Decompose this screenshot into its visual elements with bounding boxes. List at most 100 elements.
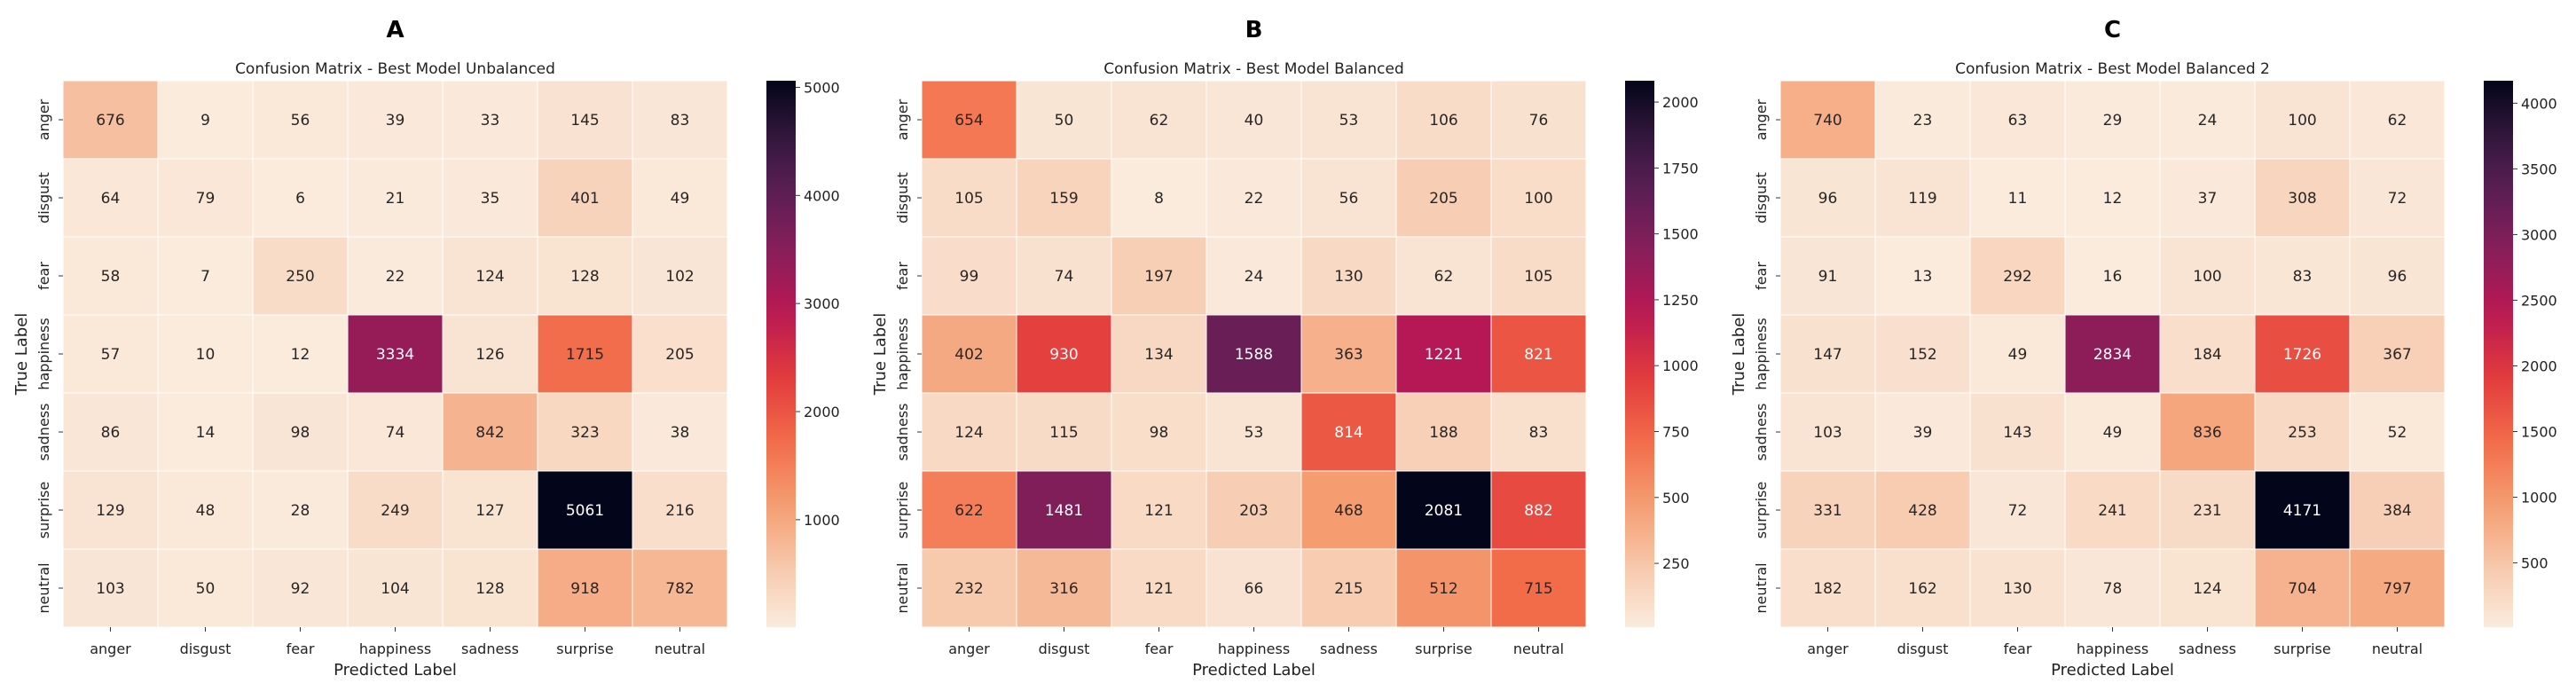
cell-value-label: 62 — [1434, 268, 1454, 286]
cell-value-label: 4171 — [2283, 502, 2321, 520]
colorbar-tick-label: 5000 — [804, 79, 840, 96]
colorbar-tick-label: 500 — [2521, 555, 2549, 572]
cell-value-label: 11 — [2008, 190, 2028, 208]
heatmap-cell — [252, 158, 349, 238]
heatmap-cell — [2254, 314, 2351, 394]
cell-value-label: 22 — [386, 268, 405, 286]
cell-value-label: 9 — [200, 112, 210, 130]
cell-value-label: 836 — [2193, 424, 2221, 442]
cell-value-label: 205 — [665, 346, 694, 364]
cell-value-label: 50 — [196, 580, 216, 598]
heatmap-cell — [1016, 80, 1112, 160]
y-tick-label: neutral — [894, 562, 911, 613]
heatmap-cell — [1779, 470, 1876, 550]
heatmap-cell — [1111, 158, 1207, 238]
cell-value-label: 58 — [101, 268, 121, 286]
y-tick-label: fear — [894, 262, 911, 290]
cell-value-label: 882 — [1524, 502, 1552, 520]
heatmap-cell — [1779, 80, 1876, 160]
cell-value-label: 5061 — [566, 502, 604, 520]
heatmap-cell — [2064, 548, 2161, 628]
cell-value-label: 105 — [954, 190, 983, 208]
heatmap-cell — [157, 314, 254, 394]
heatmap-cell — [1969, 470, 2066, 550]
cell-value-label: 249 — [381, 502, 409, 520]
x-tick-label: fear — [2004, 640, 2032, 657]
heatmap-cell — [1206, 158, 1302, 238]
colorbar-tick-label: 2000 — [2521, 357, 2557, 374]
x-tick-label: surprise — [1415, 640, 1472, 657]
heatmap-cell — [2254, 392, 2351, 472]
heatmap-cell — [1395, 314, 1492, 394]
heatmap-cell — [2159, 548, 2256, 628]
heatmap-cell — [921, 470, 1017, 550]
cell-value-label: 105 — [1524, 268, 1552, 286]
colorbar-tick-label: 1500 — [2521, 424, 2557, 441]
cell-value-label: 1715 — [566, 346, 604, 364]
cell-value-label: 92 — [291, 580, 310, 598]
chart-title: Confusion Matrix - Best Model Unbalanced — [235, 60, 555, 78]
confusion-matrix-chart-a: A Confusion Matrix - Best Model Unbalance… — [12, 17, 840, 679]
x-tick-label: neutral — [1513, 640, 1564, 657]
heatmap-cell — [2254, 80, 2351, 160]
cell-value-label: 797 — [2383, 580, 2411, 598]
x-tick-label: fear — [287, 640, 315, 657]
heatmap-cell — [1779, 392, 1876, 472]
cell-value-label: 12 — [291, 346, 310, 364]
cell-value-label: 182 — [1813, 580, 1842, 598]
y-tick-label: surprise — [35, 482, 52, 538]
cell-value-label: 72 — [2388, 190, 2407, 208]
heatmap-cell — [442, 80, 538, 160]
cell-value-label: 72 — [2008, 502, 2028, 520]
cell-value-label: 29 — [2103, 112, 2123, 130]
cell-value-label: 56 — [1339, 190, 1359, 208]
cell-value-label: 134 — [1144, 346, 1173, 364]
y-tick-label: happiness — [35, 318, 52, 389]
x-axis-label: Predicted Label — [334, 661, 457, 679]
heatmap-cell — [347, 314, 444, 394]
y-tick-label: disgust — [35, 172, 52, 224]
cell-value-label: 14 — [196, 424, 216, 442]
cell-value-label: 740 — [1813, 112, 1842, 130]
cell-value-label: 130 — [1334, 268, 1363, 286]
cell-value-label: 50 — [1055, 112, 1074, 130]
heatmap-cell — [2159, 314, 2256, 394]
x-tick-label: fear — [1145, 640, 1174, 657]
heatmap-cell — [2064, 158, 2161, 238]
colorbar-tick-label: 1750 — [1662, 160, 1699, 177]
cell-value-label: 33 — [481, 112, 500, 130]
y-tick-label: sadness — [1753, 404, 1770, 461]
cell-value-label: 159 — [1049, 190, 1078, 208]
x-tick-label: happiness — [2077, 640, 2148, 657]
y-tick-label: fear — [1753, 262, 1770, 290]
heatmap-cell — [2254, 470, 2351, 550]
chart-title: Confusion Matrix - Best Model Balanced — [1103, 60, 1404, 78]
cell-value-label: 128 — [475, 580, 504, 598]
cell-value-label: 106 — [1429, 112, 1457, 130]
cell-value-label: 253 — [2288, 424, 2316, 442]
colorbar-tick-label: 4000 — [804, 187, 840, 204]
heatmap-cell — [2349, 314, 2446, 394]
heatmap-cell — [442, 236, 538, 316]
heatmap-cell — [921, 392, 1017, 472]
cell-value-label: 100 — [2193, 268, 2221, 286]
cell-value-label: 143 — [2003, 424, 2031, 442]
cell-value-label: 62 — [2388, 112, 2407, 130]
colorbar-tick-label: 2000 — [1662, 94, 1699, 111]
cell-value-label: 49 — [2103, 424, 2123, 442]
cell-value-label: 1481 — [1045, 502, 1083, 520]
cell-value-label: 7 — [200, 268, 210, 286]
cell-value-label: 130 — [2003, 580, 2031, 598]
y-tick-label: neutral — [35, 562, 52, 613]
cell-value-label: 102 — [665, 268, 694, 286]
cell-value-label: 48 — [196, 502, 216, 520]
y-axis-label: True Label — [1730, 313, 1748, 397]
heatmap-cell — [921, 80, 1017, 160]
panel-label: C — [2104, 17, 2121, 43]
cell-value-label: 103 — [96, 580, 124, 598]
heatmap-cell — [632, 392, 728, 472]
cell-value-label: 52 — [2388, 424, 2407, 442]
panel-a: A Confusion Matrix - Best Model Unbalance… — [0, 0, 859, 699]
heatmap-cell — [1969, 392, 2066, 472]
cell-value-label: 78 — [2103, 580, 2123, 598]
